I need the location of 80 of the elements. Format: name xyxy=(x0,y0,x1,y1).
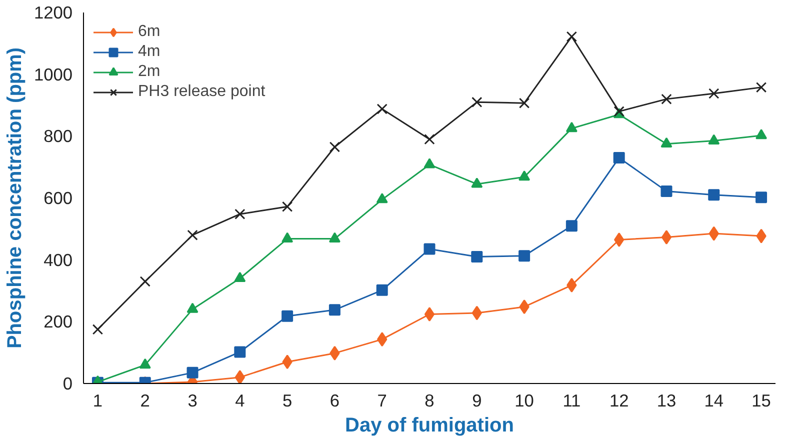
point xyxy=(661,230,672,245)
x-axis-title: Day of fumigation xyxy=(345,414,514,436)
y-tick-label: 200 xyxy=(44,312,73,332)
x-tick-label: 6 xyxy=(330,390,340,410)
y-tick-label: 600 xyxy=(44,188,73,208)
point xyxy=(756,228,766,244)
point xyxy=(708,88,720,99)
y-tick-label: 400 xyxy=(44,250,73,270)
x-tick-label: 3 xyxy=(188,390,198,410)
point xyxy=(614,232,624,247)
point xyxy=(377,332,388,347)
point xyxy=(566,220,578,232)
point xyxy=(660,137,672,148)
x-tick-label: 13 xyxy=(656,390,676,410)
legend-label: 4m xyxy=(138,43,160,61)
x-tick-label: 11 xyxy=(562,390,581,410)
point xyxy=(234,346,246,358)
x-tick-label: 1 xyxy=(92,390,103,410)
y-tick-label: 0 xyxy=(62,374,73,394)
point xyxy=(424,243,436,255)
point xyxy=(708,226,719,241)
point xyxy=(376,193,388,204)
point xyxy=(661,94,672,104)
point xyxy=(424,306,435,322)
point xyxy=(376,104,388,114)
point xyxy=(140,276,150,287)
point xyxy=(756,129,768,140)
point xyxy=(518,98,530,108)
point xyxy=(518,250,530,262)
point xyxy=(613,152,625,164)
y-tick-label: 800 xyxy=(44,126,73,146)
point xyxy=(234,272,246,282)
point xyxy=(329,142,340,152)
point xyxy=(566,122,578,132)
point xyxy=(566,31,578,42)
point xyxy=(471,250,483,262)
x-tick-label: 4 xyxy=(235,390,246,410)
point xyxy=(234,370,245,384)
point xyxy=(282,232,294,242)
x-tick-label: 7 xyxy=(377,390,387,410)
x-tick-label: 8 xyxy=(424,390,434,410)
x-tick-label: 15 xyxy=(752,390,771,410)
point xyxy=(756,82,767,93)
point xyxy=(282,201,293,212)
point xyxy=(518,170,530,181)
point xyxy=(376,284,388,296)
legend-label: PH3 release point xyxy=(138,83,266,101)
point xyxy=(328,232,340,242)
x-tick-label: 9 xyxy=(472,390,482,410)
point xyxy=(92,324,104,335)
x-tick-label: 14 xyxy=(704,390,724,410)
point xyxy=(566,278,577,292)
y-axis-title: Phosphine concentration (ppm) xyxy=(4,47,26,349)
point xyxy=(708,134,720,144)
point xyxy=(186,366,198,378)
point xyxy=(330,346,340,360)
point xyxy=(187,230,198,240)
y-tick-label: 1200 xyxy=(34,2,73,22)
point xyxy=(282,354,292,370)
point xyxy=(660,185,672,197)
point xyxy=(471,178,483,188)
x-tick-label: 5 xyxy=(282,390,292,410)
point xyxy=(139,358,151,369)
legend-label: 2m xyxy=(138,63,160,81)
point xyxy=(708,189,720,201)
point xyxy=(756,192,768,204)
point xyxy=(519,300,530,314)
point xyxy=(328,304,340,316)
x-tick-label: 10 xyxy=(514,390,534,410)
point xyxy=(282,310,294,322)
point xyxy=(472,306,482,320)
point xyxy=(234,208,246,220)
x-tick-label: 12 xyxy=(609,390,629,410)
y-tick-label: 1000 xyxy=(34,64,73,84)
point xyxy=(472,96,482,108)
legend-label: 6m xyxy=(138,23,160,41)
point xyxy=(424,134,435,145)
point xyxy=(186,302,198,313)
x-tick-label: 2 xyxy=(140,390,150,410)
point xyxy=(424,158,436,168)
